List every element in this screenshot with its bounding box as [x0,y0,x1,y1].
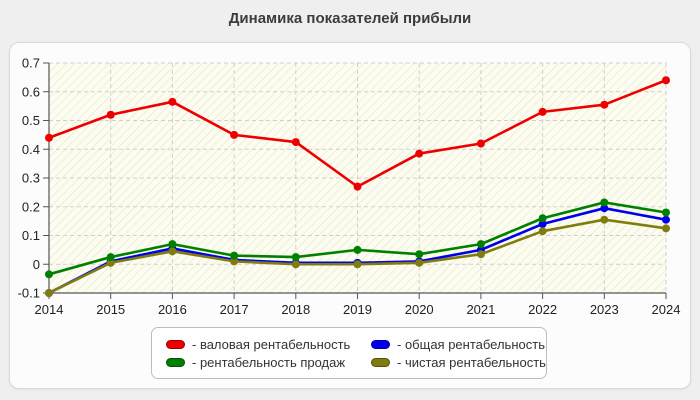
y-tick-label: 0.7 [22,56,40,71]
data-point [662,224,670,233]
data-point [415,149,424,158]
data-point [662,215,670,224]
page-title: Динамика показателей прибыли [228,10,472,27]
legend-item-total-profitability: - общая рентабельность [371,337,546,352]
legend-label: - чистая рентабельность [397,354,546,370]
data-point [476,139,485,148]
data-point [538,214,547,223]
y-tick-label: 0.4 [22,142,40,157]
data-point [538,107,547,116]
data-point [106,253,115,262]
legend-item-net-profitability: - чистая рентабельность [371,355,546,370]
total-profitability-color-chip [371,339,390,349]
data-point [476,250,485,259]
data-point [353,260,362,269]
legend-item-gross-margin: - валовая рентабельность [166,337,371,352]
x-tick-label: 2021 [466,302,495,317]
x-tick-label: 2018 [281,302,310,317]
sales-profitability-color-chip [166,357,185,367]
data-point [168,240,177,249]
data-point [45,289,53,297]
legend-label: - валовая рентабельность [192,336,351,352]
x-tick-label: 2022 [528,302,557,317]
x-tick-label: 2014 [35,302,64,317]
chart-panel: 0.7 0.6 0.5 0.4 0.3 0.2 0.1 0 -0.1 2014 2015 2016 20… [9,42,691,389]
x-tick-label: 2015 [96,302,125,317]
data-point [600,215,609,224]
legend-item-sales-profitability: - рентабельность продаж [166,355,371,370]
data-point [291,260,300,269]
y-tick-label: -0.1 [18,286,40,301]
data-point [353,182,362,191]
data-point [291,253,300,262]
data-point [106,110,115,119]
data-point [538,220,547,228]
legend: - валовая рентабельность - общая рентабе… [151,327,547,379]
data-point [230,257,239,266]
y-tick-label: 0.5 [22,113,40,128]
data-point [291,138,300,147]
data-point [230,130,239,139]
data-point [415,250,424,259]
data-point [600,198,609,207]
y-tick-label: 0.6 [22,84,40,99]
y-tick-label: 0.3 [22,171,40,186]
data-point [106,258,115,267]
data-point [230,251,239,260]
data-point [415,258,424,267]
x-tick-label: 2016 [158,302,187,317]
data-point [538,227,547,236]
data-point [476,240,485,249]
legend-label: - общая рентабельность [397,336,545,352]
data-point [168,97,177,106]
data-point [662,208,670,217]
data-point [600,100,609,109]
gross-margin-color-chip [166,339,185,349]
data-point [662,76,670,85]
x-tick-label: 2023 [590,302,619,317]
y-tick-label: 0.2 [22,199,40,214]
y-tick-label: 0.1 [22,228,40,243]
x-tick-label: 2019 [343,302,372,317]
data-point [45,270,53,279]
x-tick-label: 2017 [220,302,249,317]
data-point [353,245,362,254]
x-tick-label: 2024 [652,302,681,317]
x-tick-label: 2020 [405,302,434,317]
net-profitability-color-chip [371,357,390,367]
y-tick-label: 0 [33,257,40,272]
legend-label: - рентабельность продаж [192,354,346,370]
data-point [168,247,177,256]
data-point [600,204,609,213]
data-point [45,133,53,142]
